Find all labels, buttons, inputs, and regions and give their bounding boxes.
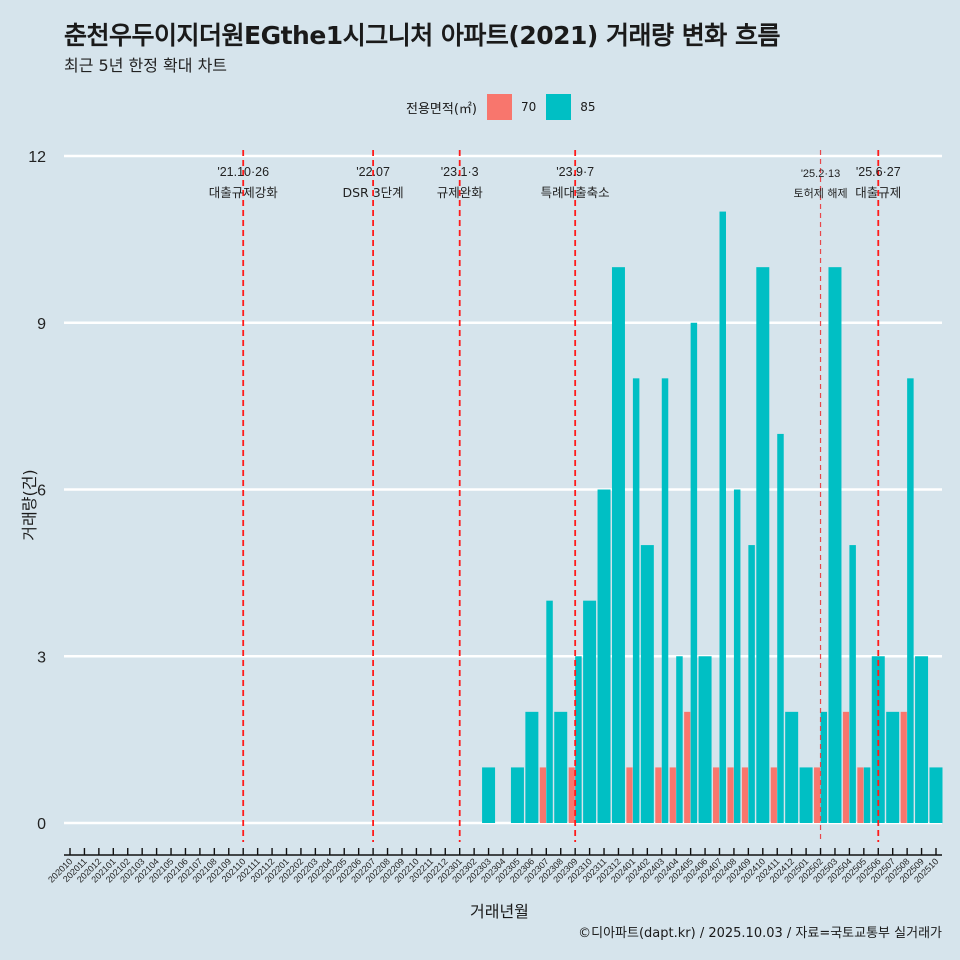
- legend-label-70: 70: [520, 100, 537, 114]
- legend-swatch-85: [546, 94, 572, 120]
- bar-85-202405: [690, 322, 698, 823]
- event-date: '21.10·26: [217, 165, 269, 179]
- bar-85-202504: [849, 545, 856, 823]
- bar-70-202411: [770, 767, 777, 823]
- bar-70-202403: [655, 767, 662, 823]
- bar-70-202408: [727, 767, 734, 823]
- bars: [482, 211, 943, 824]
- bar-85-202312: [611, 267, 625, 824]
- y-tick-label: 3: [37, 649, 46, 666]
- event-lines: '21.10·26 대출규제강화 '22.07 DSR 3단계 '23.1·3 규제완화 '…: [209, 150, 901, 842]
- event-date: '25.6·27: [856, 165, 901, 179]
- chart-subtitle: 최근 5년 한정 확대 차트: [64, 56, 228, 75]
- event-date: '23.1·3: [441, 165, 479, 179]
- bar-85-202402: [640, 545, 654, 823]
- legend-swatch-70: [486, 94, 512, 120]
- bar-85-202510: [929, 767, 943, 823]
- y-tick-label: 0: [37, 816, 46, 833]
- event-label: 토허제 해제: [793, 186, 847, 200]
- bar-85-202409: [748, 545, 755, 823]
- bar-85-202403: [661, 378, 669, 823]
- y-axis: 0 3 6 9 12: [28, 149, 46, 833]
- event-label: 대출규제강화: [209, 185, 279, 200]
- bar-85-202401: [632, 378, 640, 823]
- bar-85-202310: [583, 600, 597, 823]
- bar-70-202307: [539, 767, 546, 823]
- event-label: DSR 3단계: [343, 185, 404, 200]
- bar-85-202501: [799, 767, 813, 823]
- bar-70-202404: [669, 767, 676, 823]
- legend-title: 전용면적(㎡): [406, 101, 477, 117]
- bar-85-202306: [525, 711, 539, 823]
- bar-70-202401: [626, 767, 633, 823]
- event-label: 특례대출축소: [541, 185, 610, 200]
- x-axis-title: 거래년월: [470, 902, 529, 921]
- bar-85-202406: [698, 656, 712, 823]
- bar-85-202503: [828, 267, 842, 824]
- bar-85-202305: [510, 767, 524, 823]
- x-axis: 2020102020112020122021012021022021032021…: [46, 848, 942, 885]
- event-label: 규제완화: [437, 185, 484, 200]
- source-caption: ©디아파트(dapt.kr) / 2025.10.03 / 자료=국토교통부 실…: [578, 926, 942, 941]
- chart-title: 춘천우두이지더원EGthe1시그니처 아파트(2021) 거래량 변화 흐름: [64, 21, 780, 50]
- bar-70-202502: [814, 767, 821, 823]
- bar-85-202410: [756, 267, 770, 824]
- bar-85-202508: [907, 378, 914, 823]
- bar-70-202504: [842, 711, 850, 823]
- event-date: '23.9·7: [556, 165, 594, 179]
- y-tick-label: 12: [28, 149, 46, 166]
- bar-70-202407: [713, 767, 720, 823]
- bar-85-202303: [482, 767, 496, 823]
- event-date: '25.2·13: [801, 168, 840, 180]
- y-tick-label: 6: [37, 483, 46, 500]
- y-axis-title: 거래량(건): [20, 469, 39, 541]
- bar-85-202507: [886, 711, 900, 823]
- bar-85-202502: [820, 711, 828, 823]
- gridlines: [64, 154, 942, 825]
- bar-70-202405: [684, 711, 691, 823]
- bar-70-202508: [900, 711, 907, 823]
- bar-85-202407: [719, 211, 726, 824]
- y-tick-label: 9: [37, 316, 46, 333]
- legend-label-85: 85: [580, 100, 596, 114]
- bar-85-202308: [554, 711, 568, 823]
- bar-85-202408: [733, 489, 741, 823]
- bar-85-202509: [915, 656, 929, 823]
- bar-85-202412: [785, 711, 799, 823]
- bar-70-202505: [857, 767, 864, 823]
- legend: 전용면적(㎡) 70 85: [406, 92, 606, 122]
- bar-70-202409: [741, 767, 749, 823]
- bar-85-202411: [777, 433, 784, 823]
- bar-70-202309: [568, 767, 575, 823]
- bar-85-202307: [546, 600, 553, 823]
- event-date: '22.07: [356, 165, 390, 179]
- bar-85-202404: [676, 656, 683, 823]
- bar-85-202311: [597, 489, 611, 823]
- bar-85-202505: [863, 767, 871, 823]
- bar-85-202506: [871, 656, 885, 823]
- event-label: 대출규제: [855, 185, 901, 200]
- bar-85-202309: [575, 656, 582, 823]
